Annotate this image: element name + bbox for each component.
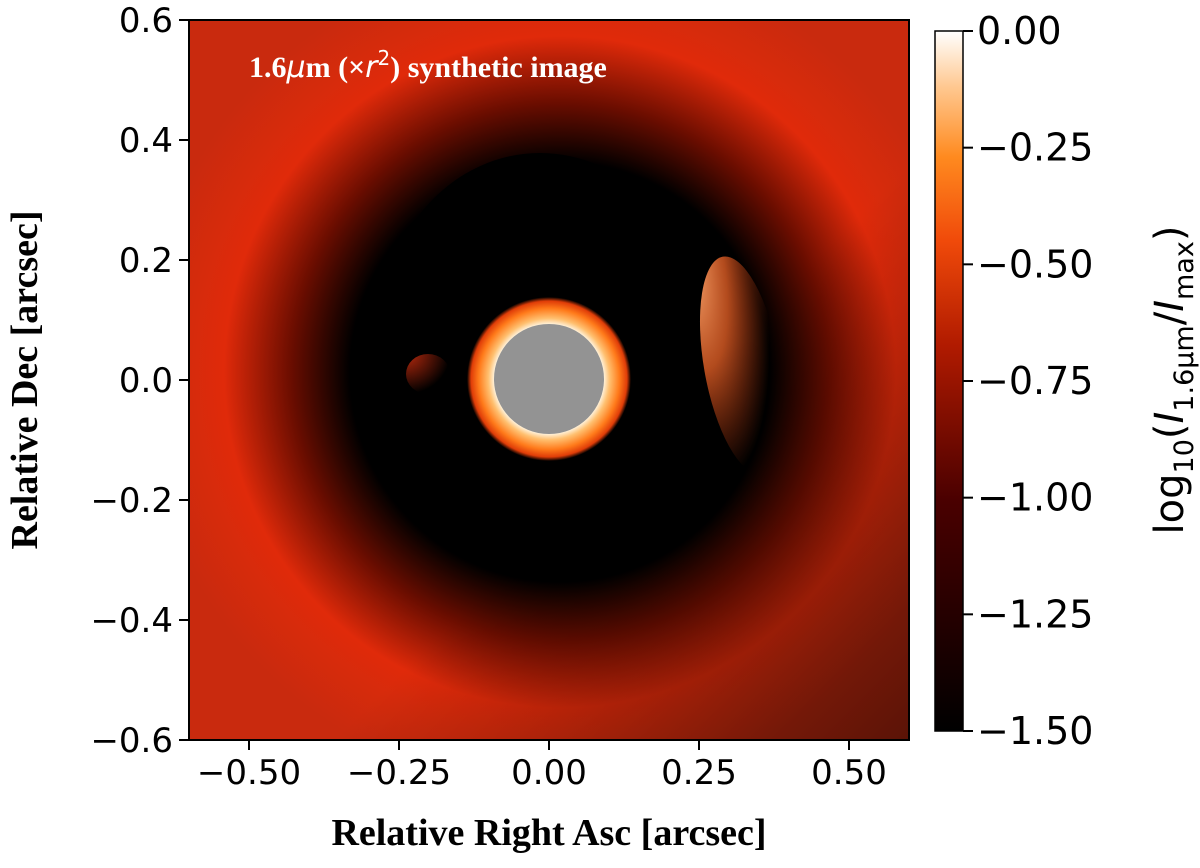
x-tick-label: 0.50 xyxy=(811,753,887,793)
x-axis-label: Relative Right Asc [arcsec] xyxy=(331,812,766,854)
colorbar-tick-label: −1.00 xyxy=(977,476,1093,520)
colorbar-ticks: 0.00 −0.25 −0.50 −0.75 −1.00 −1.25 −1.50 xyxy=(963,9,1093,753)
y-axis-ticks: 0.6 0.4 0.2 0.0 −0.2 −0.4 −0.6 xyxy=(90,1,189,761)
x-tick-label: 0.00 xyxy=(511,753,587,793)
synthetic-image xyxy=(189,20,909,740)
colorbar-label: log10(I1.6μm/Imax) xyxy=(1147,226,1200,535)
y-tick-label: 0.2 xyxy=(119,241,173,281)
colorbar-gradient-bar xyxy=(934,30,964,732)
colorbar: 0.00 −0.25 −0.50 −0.75 −1.00 −1.25 −1.50 log10… xyxy=(934,9,1200,753)
colorbar-tick-label: −0.75 xyxy=(977,359,1093,403)
colorbar-tick-label: −1.50 xyxy=(977,709,1093,753)
y-tick-label: −0.4 xyxy=(90,601,173,641)
y-tick-label: 0.0 xyxy=(119,361,173,401)
x-tick-label: −0.50 xyxy=(197,753,301,793)
colorbar-tick-label: −0.25 xyxy=(977,126,1093,170)
colorbar-tick-label: −0.50 xyxy=(977,242,1093,286)
y-tick-label: 0.6 xyxy=(119,1,173,41)
x-tick-label: 0.25 xyxy=(661,753,737,793)
y-tick-label: −0.2 xyxy=(90,481,173,521)
x-tick-label: −0.25 xyxy=(347,753,451,793)
overlay-title: 1.6μm (×r2) synthetic image xyxy=(249,46,607,85)
colorbar-tick-label: −1.25 xyxy=(977,592,1093,636)
y-axis-label: Relative Dec [arcsec] xyxy=(4,211,46,550)
coronagraph-mask xyxy=(494,324,604,434)
colorbar-tick-label: 0.00 xyxy=(977,9,1062,53)
y-tick-label: 0.4 xyxy=(119,121,173,161)
y-tick-label: −0.6 xyxy=(90,721,173,761)
x-axis-ticks: −0.50 −0.25 0.00 0.25 0.50 xyxy=(197,740,887,793)
